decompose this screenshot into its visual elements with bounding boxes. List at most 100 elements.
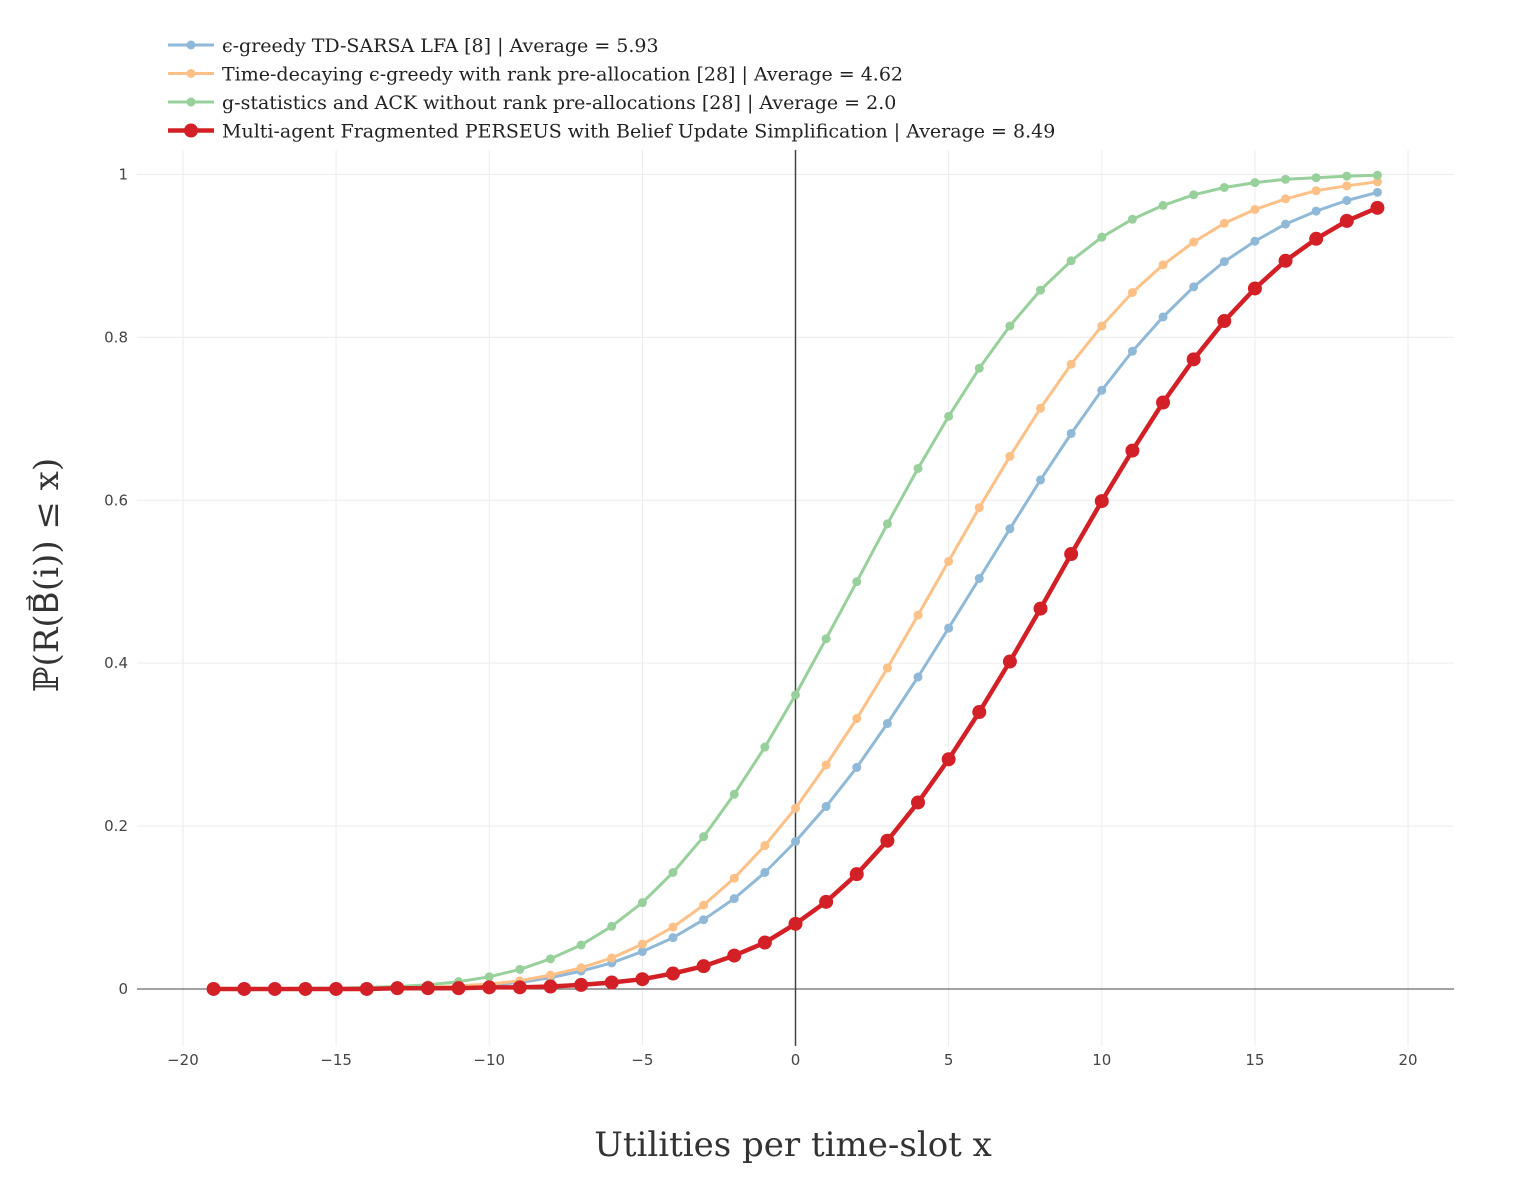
data-point — [637, 898, 647, 908]
data-point — [237, 981, 252, 996]
data-point — [727, 948, 742, 963]
data-point — [1097, 321, 1107, 331]
data-point — [880, 833, 895, 848]
data-point — [1189, 282, 1199, 292]
tick-labels: −20 −15 −10 −5 0 5 10 15 20 0 0.2 0.4 0.6 0.8 1 — [104, 165, 1417, 1069]
y-tick-label: 0.6 — [104, 491, 128, 509]
data-point — [576, 963, 586, 973]
data-point — [1066, 359, 1076, 369]
data-point — [329, 981, 344, 996]
data-point — [819, 894, 834, 909]
x-tick-label: −5 — [631, 1051, 653, 1069]
y-tick-label: 0.2 — [104, 817, 128, 835]
data-point — [1342, 171, 1352, 181]
data-point — [390, 981, 405, 996]
data-point — [1033, 601, 1048, 616]
data-point — [760, 742, 770, 752]
x-tick-label: 5 — [944, 1051, 954, 1069]
data-point — [515, 964, 525, 974]
data-point — [974, 573, 984, 583]
data-point — [668, 868, 678, 878]
data-point — [757, 935, 772, 950]
data-point — [1219, 182, 1229, 192]
data-point — [1156, 395, 1171, 410]
data-point — [1339, 213, 1354, 228]
data-point — [852, 762, 862, 772]
data-point — [668, 922, 678, 932]
data-point — [359, 981, 374, 996]
data-point — [1189, 190, 1199, 200]
legend-item-2: Time-decaying ϵ-greedy with rank pre-all… — [168, 64, 903, 86]
data-point — [729, 789, 739, 799]
data-point — [1036, 475, 1046, 485]
data-point — [1064, 547, 1079, 562]
series-4 — [206, 200, 1385, 996]
data-point — [1005, 321, 1015, 331]
data-point — [760, 841, 770, 851]
y-tick-label: 0.8 — [104, 328, 128, 346]
data-point — [1186, 352, 1201, 367]
data-point — [1311, 186, 1321, 196]
data-point — [604, 975, 619, 990]
data-point — [637, 939, 647, 949]
data-point — [913, 463, 923, 473]
data-point — [1127, 288, 1137, 298]
data-point — [607, 921, 617, 931]
data-point — [852, 577, 862, 587]
data-point — [543, 979, 558, 994]
y-tick-label: 0 — [118, 980, 128, 998]
data-point — [1094, 494, 1109, 509]
data-point — [944, 556, 954, 566]
data-point — [699, 900, 709, 910]
data-point — [1217, 314, 1232, 329]
data-point — [1125, 443, 1140, 458]
data-point — [1066, 428, 1076, 438]
data-point — [668, 933, 678, 943]
x-tick-label: 15 — [1245, 1051, 1264, 1069]
legend-item-3: g-statistics and ACK without rank pre-al… — [168, 92, 896, 114]
data-point — [1250, 236, 1260, 246]
data-point — [1189, 237, 1199, 247]
data-point — [791, 837, 800, 847]
data-point — [298, 981, 313, 996]
data-point — [1158, 200, 1168, 210]
x-tick-label: −20 — [167, 1051, 199, 1069]
data-point — [420, 981, 435, 996]
data-point — [729, 873, 739, 883]
data-point — [512, 980, 527, 995]
x-axis-title: Utilities per time-slot x — [594, 1125, 992, 1165]
legend-swatch-marker — [186, 40, 196, 50]
data-point — [1219, 257, 1229, 267]
data-point — [944, 623, 954, 633]
data-point — [729, 894, 739, 904]
legend-swatch-marker — [186, 97, 196, 107]
data-point — [545, 954, 555, 964]
data-point — [1005, 524, 1015, 534]
legend: ϵ-greedy TD-SARSA LFA [8] | Average = 5.… — [168, 35, 1055, 143]
data-point — [1158, 260, 1168, 270]
data-point — [1097, 385, 1107, 395]
data-point — [882, 519, 892, 529]
data-point — [1281, 219, 1291, 229]
data-point — [821, 760, 831, 770]
data-point — [1097, 232, 1107, 242]
data-point — [791, 690, 800, 700]
y-axis-title: ℙ(R(B⃗(i)) ≤ x) — [26, 458, 67, 692]
series — [206, 170, 1385, 996]
data-point — [1127, 346, 1137, 356]
data-point — [821, 802, 831, 812]
data-point — [482, 980, 497, 995]
data-point — [944, 411, 954, 421]
data-point — [913, 610, 923, 620]
data-point — [1311, 173, 1321, 183]
data-point — [1342, 196, 1352, 206]
data-point — [1370, 200, 1385, 215]
data-point — [852, 714, 862, 724]
data-point — [1281, 194, 1291, 204]
x-tick-label: −15 — [320, 1051, 352, 1069]
data-point — [699, 915, 709, 925]
data-point — [1127, 214, 1137, 224]
data-point — [849, 867, 864, 882]
